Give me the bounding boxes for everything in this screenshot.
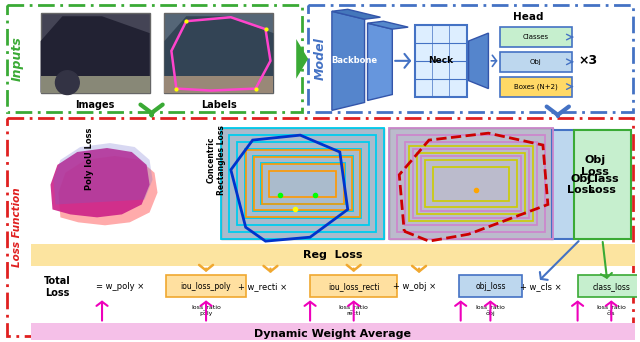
Bar: [500, 27, 572, 47]
Polygon shape: [164, 76, 273, 93]
Bar: [397, 135, 545, 232]
Text: class_loss: class_loss: [593, 282, 630, 291]
Polygon shape: [367, 23, 392, 101]
Polygon shape: [332, 9, 380, 19]
Text: + w_obj ×: + w_obj ×: [392, 282, 436, 291]
Bar: [237, 142, 369, 225]
Bar: [425, 160, 517, 208]
Circle shape: [56, 71, 79, 94]
Text: Concentric
Rectangles Loss: Concentric Rectangles Loss: [206, 125, 226, 195]
Bar: [421, 156, 521, 211]
Text: Backbone: Backbone: [332, 56, 378, 65]
Text: Reg  Loss: Reg Loss: [303, 250, 363, 260]
Bar: [405, 142, 537, 225]
Bar: [244, 149, 360, 218]
Polygon shape: [58, 156, 157, 225]
Polygon shape: [40, 16, 150, 93]
Bar: [459, 275, 522, 297]
Bar: [253, 157, 352, 210]
Bar: [409, 146, 533, 221]
Text: + w_recti ×: + w_recti ×: [238, 282, 287, 291]
Polygon shape: [296, 39, 308, 79]
Bar: [253, 156, 353, 211]
Bar: [7, 5, 302, 113]
Text: loss_ratio
cls: loss_ratio cls: [596, 305, 626, 316]
Text: Head: Head: [513, 12, 543, 22]
Text: Labels: Labels: [201, 101, 237, 110]
Text: Model: Model: [314, 37, 326, 80]
Text: Loss Function: Loss Function: [12, 187, 22, 267]
Bar: [246, 150, 360, 218]
Text: iou_loss_recti: iou_loss_recti: [328, 282, 380, 291]
Text: loss_ratio
poly: loss_ratio poly: [191, 305, 221, 316]
Bar: [552, 130, 609, 239]
Polygon shape: [332, 11, 365, 110]
Bar: [577, 275, 640, 297]
Bar: [262, 164, 344, 203]
Text: Obj: Obj: [530, 59, 542, 65]
Bar: [40, 13, 150, 93]
Polygon shape: [51, 148, 150, 218]
Text: Obj
Loss: Obj Loss: [566, 174, 595, 196]
Text: Obj
Loss: Obj Loss: [582, 155, 609, 177]
Text: ×3: ×3: [578, 54, 597, 67]
Text: Dynamic Weight Average: Dynamic Weight Average: [254, 329, 412, 339]
Text: Classes: Classes: [523, 34, 549, 40]
Text: iou_loss_poly: iou_loss_poly: [180, 282, 232, 291]
Bar: [500, 77, 572, 96]
Text: Neck: Neck: [428, 56, 453, 65]
Text: obj_loss: obj_loss: [475, 282, 506, 291]
Bar: [573, 130, 631, 239]
Bar: [260, 163, 345, 205]
Bar: [164, 13, 273, 93]
Text: Class
Loss: Class Loss: [586, 174, 619, 196]
Bar: [433, 167, 509, 200]
Text: Images: Images: [76, 101, 115, 110]
Polygon shape: [40, 76, 150, 93]
Text: loss_ratio
recti: loss_ratio recti: [339, 305, 369, 316]
Bar: [7, 118, 633, 336]
Bar: [560, 132, 631, 199]
Bar: [221, 128, 385, 239]
Bar: [415, 25, 467, 96]
Bar: [413, 149, 529, 218]
Bar: [389, 128, 553, 239]
Polygon shape: [468, 33, 488, 89]
Bar: [500, 52, 572, 72]
Text: = w_poly ×: = w_poly ×: [96, 282, 144, 291]
Bar: [31, 244, 635, 266]
Bar: [269, 171, 336, 197]
Text: + w_cls ×: + w_cls ×: [520, 282, 562, 291]
Text: Inputs: Inputs: [10, 36, 23, 81]
Text: Poly IoU Loss: Poly IoU Loss: [84, 127, 93, 189]
Bar: [417, 153, 525, 214]
Bar: [310, 275, 397, 297]
Bar: [31, 324, 635, 342]
Bar: [166, 275, 246, 297]
Bar: [229, 135, 376, 232]
Bar: [221, 128, 385, 239]
Bar: [308, 5, 633, 113]
Polygon shape: [367, 21, 408, 29]
Bar: [389, 128, 553, 239]
Polygon shape: [54, 143, 152, 205]
Text: Boxes (N+2): Boxes (N+2): [514, 83, 558, 90]
Text: Total
Loss: Total Loss: [44, 276, 71, 298]
Polygon shape: [164, 16, 273, 93]
Text: loss_ratio
obj: loss_ratio obj: [476, 305, 506, 316]
